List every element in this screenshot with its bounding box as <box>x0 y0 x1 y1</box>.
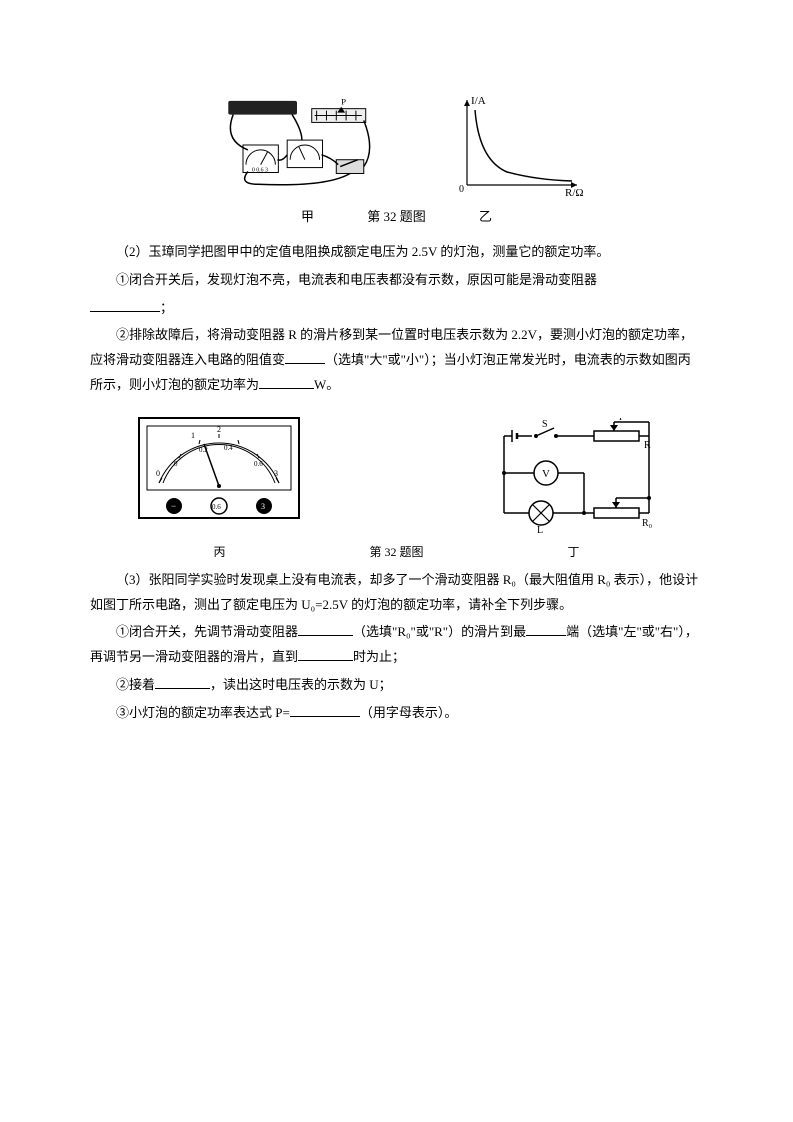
q3-sub1-a: ①闭合开关，先调节滑动变阻器 <box>116 624 298 639</box>
q3-sub1-hint1: （选填"R₀"或"R"） <box>353 624 461 639</box>
q3-sub2-a: ②接着 <box>116 677 155 692</box>
origin-label: 0 <box>459 184 464 195</box>
caption-ding: 丁 <box>567 542 579 564</box>
svg-text:−: − <box>171 501 176 511</box>
ammeter-dial-icon: 0 1 2 3 0 0.2 0.4 0.6 − 0.6 3 <box>129 408 309 538</box>
caption-bing: 丙 <box>213 542 225 564</box>
figure1-caption-row: 甲 第 32 题图 乙 <box>90 205 703 228</box>
q3-sub2: ②接着 ，读出这时电压表的示数为 U； <box>90 673 703 698</box>
y-axis-label: I/A <box>471 95 486 107</box>
figure-jia: P 0 0.6 3 <box>207 90 387 200</box>
q2-sub1-tail: ； <box>160 300 173 315</box>
caption-jia: 甲 <box>301 205 314 228</box>
q3-sub1-b: 的滑片到最 <box>461 624 526 639</box>
q2-sub2-hint: （选填"大"或"小"） <box>325 352 431 367</box>
caption-center-2: 第 32 题图 <box>369 542 423 564</box>
q3-sub1: ①闭合开关，先调节滑动变阻器（选填"R₀"或"R"）的滑片到最端（选填"左"或"… <box>90 620 703 669</box>
q3-sub1-blank2[interactable] <box>526 623 566 636</box>
voltmeter-label: V <box>542 468 550 480</box>
slider-p-label: P <box>341 97 346 107</box>
q2-sub2: ②排除故障后，将滑动变阻器 R 的滑片移到某一位置时电压表示数为 2.2V，要测… <box>90 323 703 397</box>
figure-row-2: 0 1 2 3 0 0.2 0.4 0.6 − 0.6 3 丙 第 32 题图 <box>90 408 703 564</box>
q3-intro: （3）张阳同学实验时发现桌上没有电流表，却多了一个滑动变阻器 R₀（最大阻值用 … <box>90 568 703 617</box>
figure-bing: 0 1 2 3 0 0.2 0.4 0.6 − 0.6 3 丙 <box>129 408 309 564</box>
circuit-photo-icon: P 0 0.6 3 <box>207 90 387 200</box>
q3-sub3-b: （用字母表示）。 <box>360 705 458 720</box>
figure-caption-center-2: 第 32 题图 <box>369 418 423 564</box>
switch-label: S <box>542 419 548 430</box>
ir-graph-icon: I/A R/Ω 0 <box>447 90 587 200</box>
q2-sub2-blank1[interactable] <box>285 351 325 364</box>
svg-text:0 0.6 3: 0 0.6 3 <box>251 168 267 174</box>
svg-text:0.6: 0.6 <box>212 503 221 511</box>
q2-sub1-blank[interactable] <box>90 299 160 312</box>
q3-sub3: ③小灯泡的额定功率表达式 P= （用字母表示）。 <box>90 701 703 726</box>
figure-ding: S P R V L <box>484 418 664 564</box>
figure-yi: I/A R/Ω 0 <box>447 90 587 200</box>
lamp-label: L <box>537 525 543 536</box>
q2-sub1-blank-line: ； <box>90 296 703 321</box>
q2-sub1-text: ①闭合开关后，发现灯泡不亮，电流表和电压表都没有示数，原因可能是滑动变阻器 <box>116 272 597 287</box>
q3-sub3-a: ③小灯泡的额定功率表达式 P= <box>116 705 290 720</box>
svg-text:3: 3 <box>261 502 265 511</box>
q3-sub1-blank1[interactable] <box>298 623 353 636</box>
slider-p2-label: P <box>619 418 624 422</box>
q2-sub2-blank2[interactable] <box>259 376 314 389</box>
caption-center-1: 第 32 题图 <box>367 205 426 228</box>
rheostat-r-label: R <box>644 440 651 451</box>
figure-row-1: P 0 0.6 3 I <box>90 90 703 200</box>
circuit-schematic-icon: S P R V L <box>484 418 664 538</box>
svg-text:0.4: 0.4 <box>224 444 233 452</box>
rheostat-r0-label: R₀ <box>642 518 653 529</box>
q2-sub2-unit: W。 <box>314 377 339 392</box>
svg-text:0.6: 0.6 <box>254 460 263 468</box>
svg-text:3: 3 <box>274 469 278 478</box>
q2-intro: （2）玉璋同学把图甲中的定值电阻换成额定电压为 2.5V 的灯泡，测量它的额定功… <box>90 240 703 265</box>
q3-sub2-blank[interactable] <box>155 676 210 689</box>
q2-sub1: ①闭合开关后，发现灯泡不亮，电流表和电压表都没有示数，原因可能是滑动变阻器 <box>90 268 703 293</box>
svg-text:2: 2 <box>217 425 221 434</box>
q3-sub1-c: 时为止； <box>353 649 405 664</box>
x-axis-label: R/Ω <box>565 187 584 199</box>
svg-text:1: 1 <box>191 431 195 440</box>
q3-sub1-blank3[interactable] <box>298 648 353 661</box>
q3-sub3-blank[interactable] <box>290 704 360 717</box>
svg-text:0: 0 <box>174 460 178 468</box>
q3-sub2-b: ，读出这时电压表的示数为 U； <box>210 677 392 692</box>
svg-text:0: 0 <box>156 469 160 478</box>
caption-yi: 乙 <box>479 205 492 228</box>
